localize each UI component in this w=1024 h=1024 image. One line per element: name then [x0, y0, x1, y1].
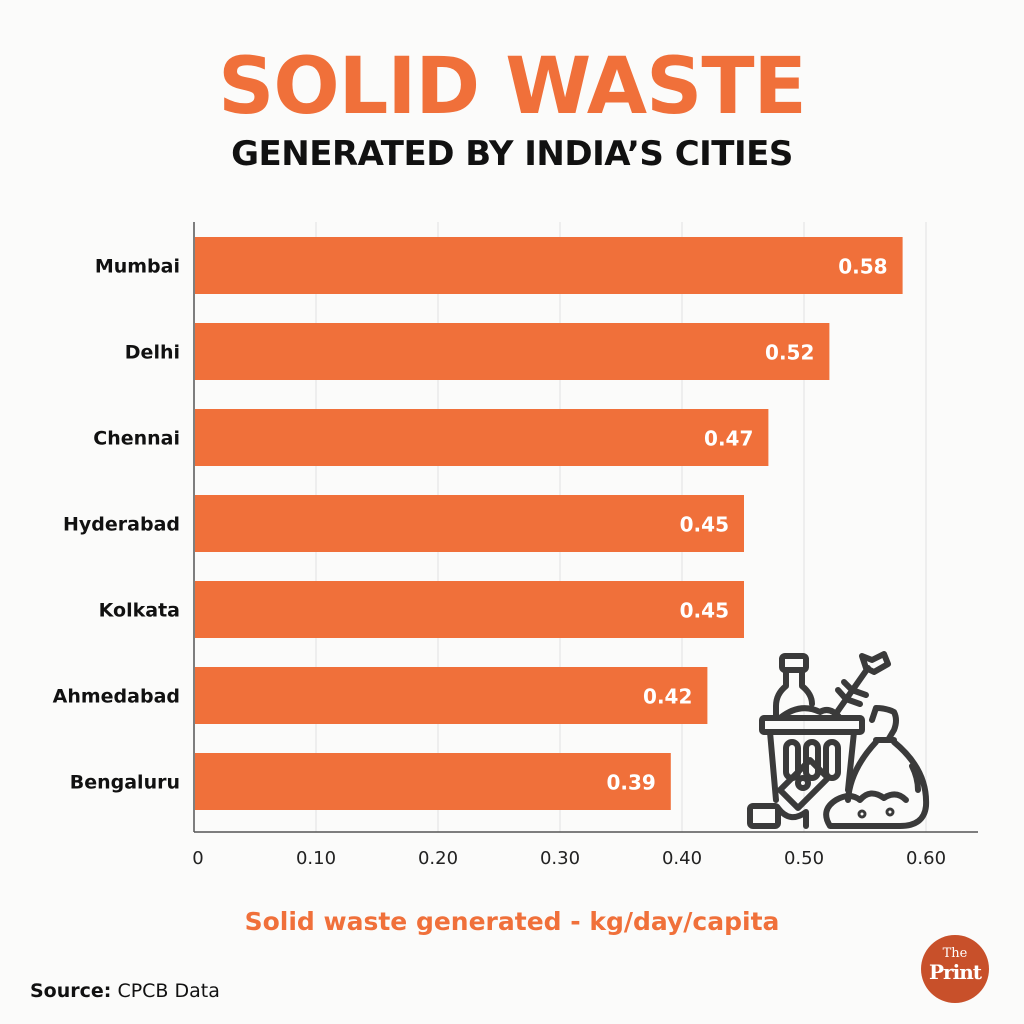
bar — [195, 667, 708, 724]
bar — [195, 237, 903, 294]
x-tick-label: 0.60 — [906, 848, 946, 869]
category-labels: Mumbai Delhi Chennai Hyderabad Kolkata Ahmeda… — [53, 256, 180, 794]
category-label: Kolkata — [99, 600, 180, 622]
category-label: Hyderabad — [63, 514, 180, 536]
chart-title: SOLID WASTE — [218, 42, 807, 132]
value-label: 0.45 — [680, 599, 729, 623]
logo-text-the: The — [942, 946, 968, 961]
bar — [195, 581, 744, 638]
value-label: 0.45 — [680, 513, 729, 537]
x-tick-label: 0.30 — [540, 848, 580, 869]
value-label: 0.52 — [765, 341, 814, 365]
category-label: Mumbai — [95, 256, 180, 278]
bar — [195, 409, 769, 466]
bars — [195, 237, 903, 810]
theprint-logo: The Print — [921, 935, 989, 1003]
source-note: Source: CPCB Data — [30, 980, 220, 1002]
logo-text-print: Print — [929, 960, 982, 984]
category-label: Ahmedabad — [53, 686, 180, 708]
value-label: 0.39 — [606, 771, 655, 795]
bar — [195, 323, 830, 380]
waste-bin-icon — [747, 651, 930, 829]
x-tick-label: 0.40 — [662, 848, 702, 869]
bar-chart: Mumbai Delhi Chennai Hyderabad Kolkata Ahmeda… — [53, 222, 978, 869]
value-labels: 0.58 0.52 0.47 0.45 0.45 0.42 0.39 — [606, 255, 887, 795]
x-tick-label: 0.10 — [296, 848, 336, 869]
category-label: Delhi — [125, 342, 180, 364]
x-axis-label: Solid waste generated - kg/day/capita — [244, 907, 780, 936]
x-tick-label: 0.50 — [784, 848, 824, 869]
source-label: Source: — [30, 980, 112, 1002]
category-label: Bengaluru — [70, 772, 180, 794]
value-label: 0.58 — [838, 255, 887, 279]
category-label: Chennai — [93, 428, 180, 450]
bar — [195, 495, 744, 552]
x-tick-label: 0 — [192, 848, 203, 869]
x-tick-label: 0.20 — [418, 848, 458, 869]
chart-subtitle: GENERATED BY INDIA’S CITIES — [231, 134, 793, 174]
value-label: 0.47 — [704, 427, 753, 451]
value-label: 0.42 — [643, 685, 692, 709]
x-tick-labels: 0 0.10 0.20 0.30 0.40 0.50 0.60 — [192, 848, 946, 869]
source-value: CPCB Data — [117, 980, 220, 1002]
bar — [195, 753, 671, 810]
